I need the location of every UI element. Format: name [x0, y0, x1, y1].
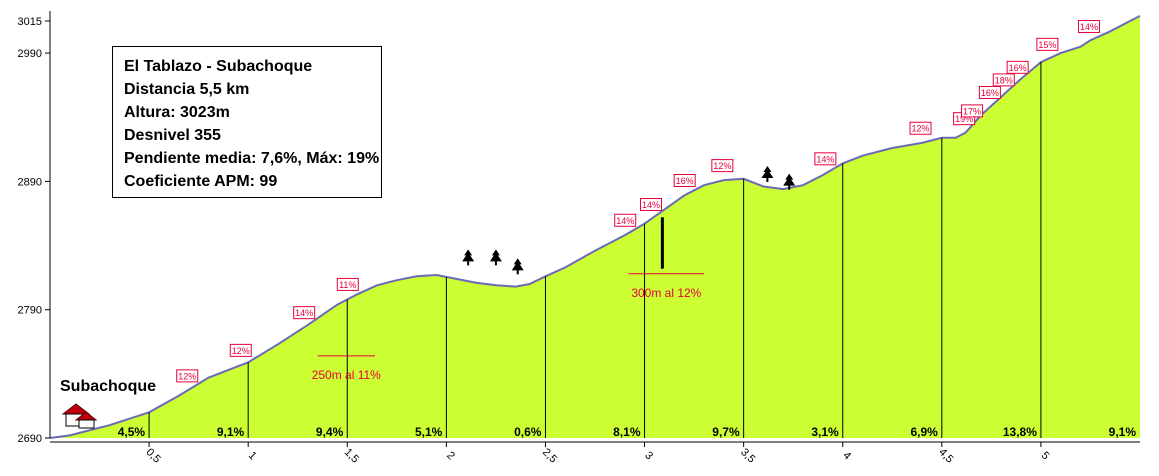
- slope-tag-box: [614, 213, 637, 227]
- x-tick-label: 3,5: [738, 446, 757, 465]
- segment-gradient-label: 4,5%: [118, 425, 146, 439]
- slope-tag-label: 11%: [339, 280, 356, 290]
- slope-tag-label: 12%: [232, 346, 250, 356]
- y-tick-label: 2790: [18, 305, 42, 317]
- info-gradient: Pendiente media: 7,6%, Máx: 19%: [124, 150, 380, 167]
- segment-gradient-label: 9,4%: [316, 425, 344, 439]
- slope-tag-box: [961, 104, 984, 118]
- village-icon-wall-2: [78, 419, 95, 429]
- y-tick-label: 3015: [18, 16, 42, 28]
- slope-tag-label: 16%: [1009, 63, 1027, 73]
- slope-tag-label: 12%: [713, 161, 731, 171]
- segment-gradient-label: 9,7%: [712, 425, 740, 439]
- slope-tag-box: [1077, 20, 1100, 34]
- slope-tag-label: 17%: [963, 106, 981, 116]
- x-tick-label: 1,5: [342, 446, 361, 465]
- slope-tag-box: [229, 343, 252, 357]
- segment-gradient-label: 13,8%: [1003, 425, 1037, 439]
- y-tick-label: 2890: [18, 176, 42, 188]
- slope-tag-box: [639, 197, 662, 211]
- route-info-box: El Tablazo - Subachoque Distancia 5,5 km…: [112, 46, 382, 198]
- slope-tag-label: 12%: [178, 371, 196, 381]
- slope-tag-label: 14%: [816, 154, 834, 164]
- tree-icon: [462, 249, 475, 266]
- info-distance: Distancia 5,5 km: [124, 81, 250, 98]
- slope-tag-label: 14%: [616, 216, 634, 226]
- segment-gradient-label: 9,1%: [217, 425, 245, 439]
- slope-tag-box: [176, 369, 199, 383]
- slope-tag-label: 12%: [912, 124, 930, 134]
- slope-tag-box: [1006, 60, 1029, 74]
- segment-gradient-label: 6,9%: [910, 425, 938, 439]
- slope-tag-label: 18%: [995, 75, 1013, 85]
- slope-tag-label: 15%: [1038, 40, 1056, 50]
- tree-icon: [489, 249, 502, 266]
- slope-tag-box: [293, 306, 316, 320]
- segment-gradient-label: 9,1%: [1109, 425, 1137, 439]
- slope-tag-box: [909, 121, 932, 135]
- profile-area: [50, 15, 1140, 439]
- x-tick-label: 4,5: [936, 446, 955, 465]
- slope-tag-label: 19%: [955, 114, 973, 124]
- segment-gradient-label: 3,1%: [811, 425, 839, 439]
- annotation-label: 300m al 12%: [631, 286, 701, 300]
- info-apm-coefficient: Coeficiente APM: 99: [124, 173, 278, 190]
- slope-tag-label: 14%: [295, 308, 313, 318]
- slope-tag-box: [336, 277, 359, 291]
- tree-icon: [761, 165, 774, 182]
- x-tick-label: 4: [840, 449, 853, 462]
- info-altitude: Altura: 3023m: [124, 104, 230, 121]
- slope-tag-label: 14%: [1080, 22, 1098, 32]
- segment-gradient-label: 5,1%: [415, 425, 443, 439]
- slope-tag-label: 14%: [642, 200, 660, 210]
- slope-tag-box: [992, 73, 1015, 87]
- slope-tag-box: [978, 85, 1001, 99]
- y-tick-label: 2990: [18, 48, 42, 60]
- slope-tag-box: [814, 152, 837, 166]
- slope-tag-label: 16%: [981, 88, 999, 98]
- start-town-label: Subachoque: [60, 378, 156, 395]
- tree-icon: [783, 173, 796, 190]
- x-tick-label: 5: [1039, 449, 1052, 462]
- segment-gradient-label: 0,6%: [514, 425, 542, 439]
- tree-icon: [511, 258, 524, 275]
- x-tick-label: 2,5: [540, 446, 559, 465]
- x-tick-label: 2: [444, 449, 457, 462]
- info-elevation-gain: Desnivel 355: [124, 127, 221, 144]
- slope-tag-box: [673, 173, 696, 187]
- x-tick-label: 1: [246, 449, 259, 462]
- segment-gradient-label: 8,1%: [613, 425, 641, 439]
- slope-tag-box: [1036, 37, 1059, 51]
- slope-tag-box: [711, 159, 734, 173]
- x-tick-label: 0,5: [144, 446, 163, 465]
- slope-tag-label: 16%: [676, 176, 694, 186]
- info-route-name: El Tablazo - Subachoque: [124, 58, 313, 75]
- y-tick-label: 2690: [18, 433, 42, 445]
- x-tick-label: 3: [642, 449, 655, 462]
- profile-line: [49, 15, 1141, 439]
- annotation-label: 250m al 11%: [312, 368, 381, 382]
